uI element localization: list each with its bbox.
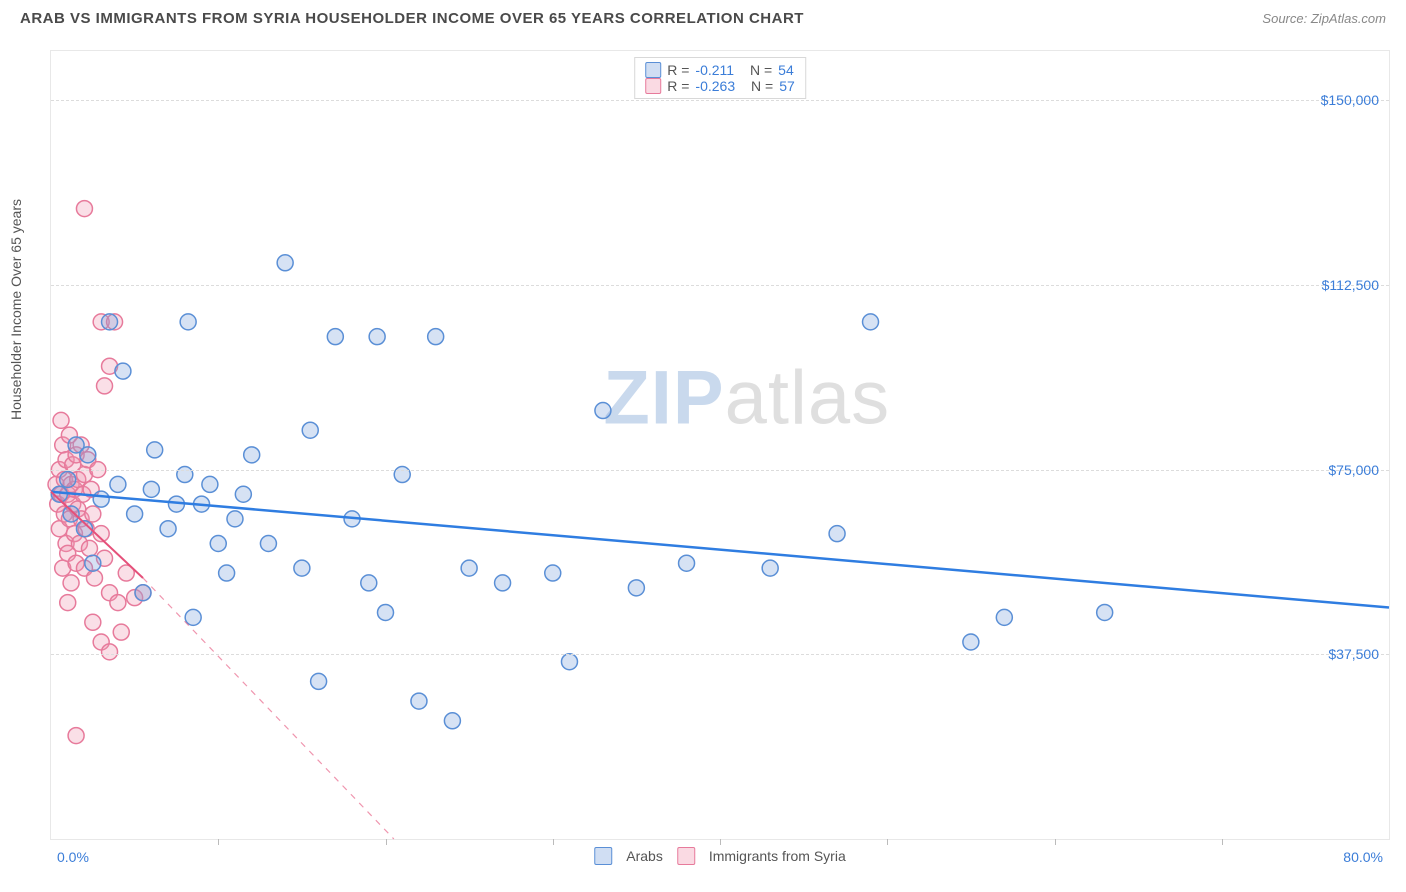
data-point: [185, 609, 201, 625]
data-point: [85, 614, 101, 630]
data-point: [115, 363, 131, 379]
x-tick: [1222, 839, 1223, 845]
x-tick: [553, 839, 554, 845]
x-tick: [887, 839, 888, 845]
gridline: [51, 285, 1389, 286]
legend-swatch-arabs-icon: [594, 847, 612, 865]
data-point: [444, 713, 460, 729]
data-point: [147, 442, 163, 458]
data-point: [102, 644, 118, 660]
data-point: [311, 673, 327, 689]
x-axis-min-label: 0.0%: [57, 849, 89, 865]
chart-title: ARAB VS IMMIGRANTS FROM SYRIA HOUSEHOLDE…: [20, 10, 804, 27]
data-point: [86, 570, 102, 586]
trend-line-syria-extrapolated: [143, 578, 394, 839]
data-point: [545, 565, 561, 581]
data-point: [102, 314, 118, 330]
data-point: [561, 654, 577, 670]
y-tick-label: $150,000: [1321, 92, 1379, 108]
data-point: [829, 526, 845, 542]
data-point: [679, 555, 695, 571]
x-axis-max-label: 80.0%: [1343, 849, 1383, 865]
data-point: [81, 540, 97, 556]
data-point: [135, 585, 151, 601]
data-point: [963, 634, 979, 650]
data-point: [235, 486, 251, 502]
y-tick-label: $75,000: [1328, 462, 1379, 478]
data-point: [495, 575, 511, 591]
data-point: [277, 255, 293, 271]
gridline: [51, 654, 1389, 655]
legend-swatch-syria-icon: [677, 847, 695, 865]
data-point: [219, 565, 235, 581]
trend-line-arabs: [51, 492, 1389, 608]
data-point: [244, 447, 260, 463]
data-point: [76, 201, 92, 217]
data-point: [93, 491, 109, 507]
plot-svg: [51, 51, 1389, 839]
data-point: [53, 412, 69, 428]
data-point: [327, 329, 343, 345]
data-point: [461, 560, 477, 576]
data-point: [127, 506, 143, 522]
data-point: [428, 329, 444, 345]
data-point: [180, 314, 196, 330]
x-tick: [720, 839, 721, 845]
data-point: [378, 604, 394, 620]
data-point: [202, 476, 218, 492]
data-point: [411, 693, 427, 709]
data-point: [143, 481, 159, 497]
legend-label-arabs: Arabs: [626, 848, 663, 864]
data-point: [210, 536, 226, 552]
x-tick: [218, 839, 219, 845]
data-point: [85, 555, 101, 571]
gridline: [51, 100, 1389, 101]
data-point: [1097, 604, 1113, 620]
chart-area: ZIPatlas R = -0.211 N = 54 R = -0.263 N …: [50, 50, 1390, 840]
source-label: Source:: [1262, 11, 1307, 26]
data-point: [85, 506, 101, 522]
data-point: [595, 403, 611, 419]
data-point: [996, 609, 1012, 625]
data-point: [160, 521, 176, 537]
source-name: ZipAtlas.com: [1311, 11, 1386, 26]
data-point: [302, 422, 318, 438]
source-attribution: Source: ZipAtlas.com: [1262, 11, 1386, 26]
data-point: [227, 511, 243, 527]
gridline: [51, 470, 1389, 471]
data-point: [260, 536, 276, 552]
legend-label-syria: Immigrants from Syria: [709, 848, 846, 864]
data-point: [113, 624, 129, 640]
x-tick: [386, 839, 387, 845]
y-axis-label: Householder Income Over 65 years: [8, 199, 24, 420]
y-tick-label: $37,500: [1328, 646, 1379, 662]
data-point: [110, 476, 126, 492]
header: ARAB VS IMMIGRANTS FROM SYRIA HOUSEHOLDE…: [0, 0, 1406, 33]
data-point: [60, 595, 76, 611]
data-point: [63, 575, 79, 591]
data-point: [369, 329, 385, 345]
data-point: [68, 728, 84, 744]
data-point: [863, 314, 879, 330]
bottom-legend: Arabs Immigrants from Syria: [594, 847, 846, 865]
data-point: [63, 506, 79, 522]
data-point: [60, 471, 76, 487]
data-point: [110, 595, 126, 611]
x-tick: [1055, 839, 1056, 845]
y-tick-label: $112,500: [1322, 277, 1379, 293]
data-point: [762, 560, 778, 576]
data-point: [361, 575, 377, 591]
data-point: [80, 447, 96, 463]
data-point: [97, 378, 113, 394]
data-point: [294, 560, 310, 576]
data-point: [628, 580, 644, 596]
